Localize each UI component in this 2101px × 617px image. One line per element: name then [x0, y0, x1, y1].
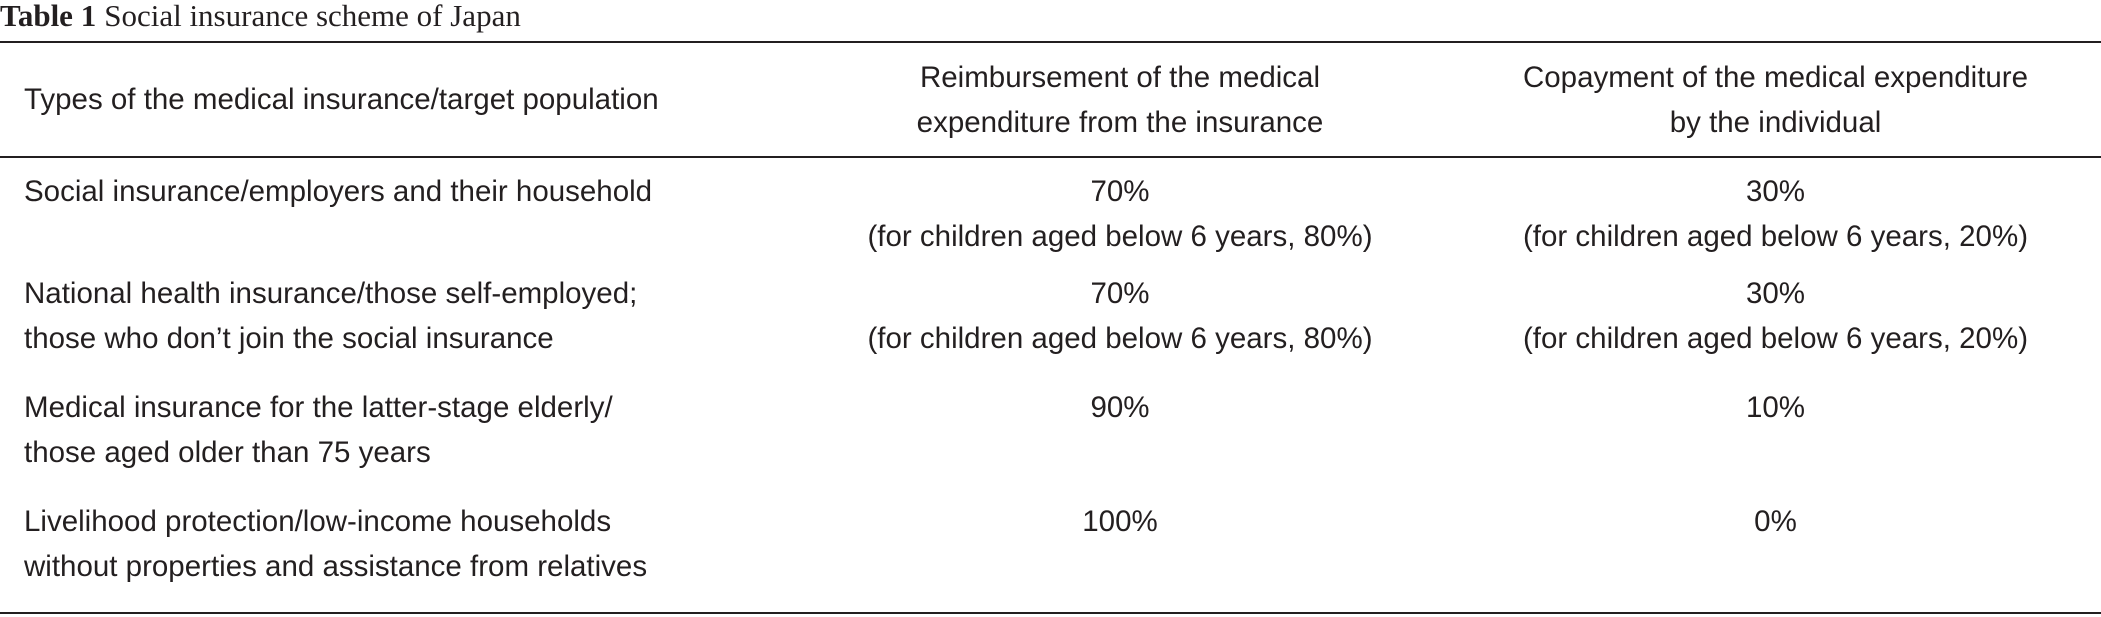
- cell-line: (for children aged below 6 years, 20%): [1522, 322, 2029, 355]
- cell-copayment: 30% (for children aged below 6 years, 20…: [1450, 157, 2101, 271]
- cell-line: 30%: [1745, 277, 1806, 310]
- cell-type: Medical insurance for the latter-stage e…: [0, 385, 790, 499]
- header-row: Types of the medical insurance/target po…: [0, 41, 2101, 158]
- header-copayment-line: by the individual: [1669, 105, 1882, 139]
- cell-line: 70%: [1090, 175, 1150, 208]
- cell-line: National health insurance/those self-emp…: [24, 277, 638, 310]
- header-copayment: Copayment of the medical expenditure by …: [1450, 41, 2101, 158]
- cell-line: 70%: [1090, 277, 1150, 310]
- cell-line: 100%: [1082, 505, 1158, 538]
- table-caption: Table 1 Social insurance scheme of Japan: [0, 0, 521, 40]
- table-row: National health insurance/those self-emp…: [0, 271, 2101, 385]
- cell-line: Medical insurance for the latter-stage e…: [24, 391, 613, 424]
- cell-line: 90%: [1090, 391, 1150, 424]
- cell-line: Livelihood protection/low-income househo…: [24, 505, 612, 538]
- cell-copayment: 10%: [1450, 385, 2101, 499]
- table-row: Medical insurance for the latter-stage e…: [0, 385, 2101, 499]
- cell-reimbursement: 70% (for children aged below 6 years, 80…: [790, 157, 1450, 271]
- cell-line: Social insurance/employers and their hou…: [24, 175, 653, 208]
- cell-line: 0%: [1754, 505, 1797, 538]
- cell-line: (for children aged below 6 years, 80%): [867, 220, 1373, 253]
- cell-line: (for children aged below 6 years, 80%): [867, 322, 1373, 355]
- header-reimbursement-line: expenditure from the insurance: [916, 105, 1324, 139]
- table-row: Social insurance/employers and their hou…: [0, 157, 2101, 271]
- table-row: Livelihood protection/low-income househo…: [0, 499, 2101, 614]
- table-header: Types of the medical insurance/target po…: [0, 41, 2101, 158]
- cell-reimbursement: 90%: [790, 385, 1450, 499]
- cell-type: Social insurance/employers and their hou…: [0, 157, 790, 271]
- header-copayment-line: Copayment of the medical expenditure: [1522, 60, 2029, 94]
- cell-line: 30%: [1745, 175, 1806, 208]
- cell-line: those aged older than 75 years: [24, 436, 431, 469]
- cell-line: without properties and assistance from r…: [24, 550, 648, 583]
- cell-reimbursement: 70% (for children aged below 6 years, 80…: [790, 271, 1450, 385]
- table-caption-title: Social insurance scheme of Japan: [104, 0, 521, 33]
- header-reimbursement-line: Reimbursement of the medical: [919, 60, 1321, 94]
- table-body: Social insurance/employers and their hou…: [0, 157, 2101, 614]
- cell-line: (for children aged below 6 years, 20%): [1522, 220, 2029, 253]
- cell-copayment: 0%: [1450, 499, 2101, 614]
- insurance-table: Types of the medical insurance/target po…: [0, 41, 2101, 614]
- header-type: Types of the medical insurance/target po…: [0, 41, 790, 158]
- cell-reimbursement: 100%: [790, 499, 1450, 614]
- cell-type: National health insurance/those self-emp…: [0, 271, 790, 385]
- header-type-line: Types of the medical insurance/target po…: [24, 83, 659, 116]
- table-caption-label: Table 1: [0, 0, 97, 33]
- cell-copayment: 30% (for children aged below 6 years, 20…: [1450, 271, 2101, 385]
- cell-line: 10%: [1745, 391, 1806, 424]
- cell-line: those who don’t join the social insuranc…: [24, 322, 554, 355]
- header-reimbursement: Reimbursement of the medical expenditure…: [790, 41, 1450, 158]
- cell-type: Livelihood protection/low-income househo…: [0, 499, 790, 614]
